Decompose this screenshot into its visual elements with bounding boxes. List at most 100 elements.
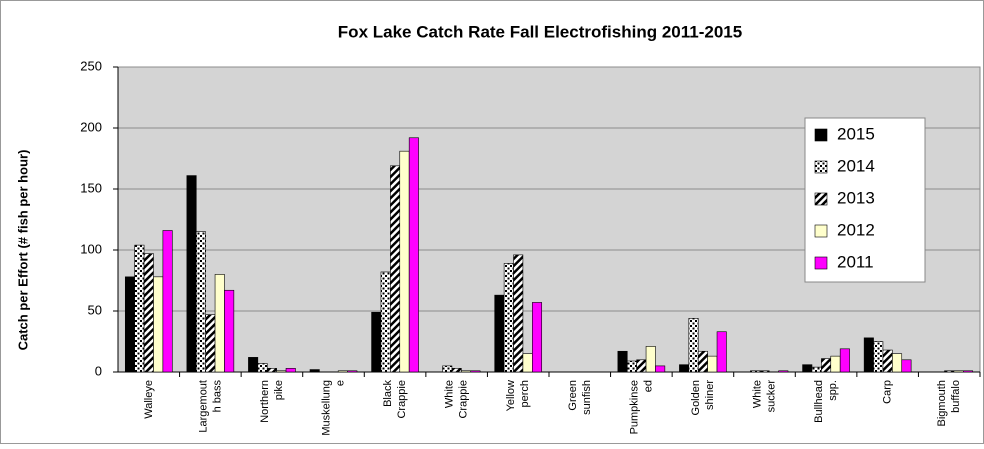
x-tick-label-line: Crappie: [458, 380, 470, 419]
x-tick-label-line: Green: [567, 380, 579, 411]
bar: [309, 369, 320, 373]
x-tick-label-line: buffalo: [950, 380, 962, 413]
x-tick-label-line: Carp: [882, 380, 894, 404]
bar: [380, 271, 391, 373]
x-tick-label: White sucker: [751, 380, 777, 413]
bar: [134, 244, 145, 373]
bar: [882, 349, 893, 373]
bar: [371, 311, 382, 373]
bar: [778, 370, 789, 373]
legend-label: 2012: [837, 220, 875, 239]
bar: [617, 350, 628, 373]
bar: [821, 358, 832, 373]
legend-swatch: [814, 192, 828, 206]
x-tick-label-line: White: [444, 380, 456, 408]
x-tick-label-line: Yellow: [505, 380, 517, 411]
bar: [494, 294, 505, 373]
x-tick-label: White Crappie: [444, 380, 470, 419]
y-tick-label: 200: [80, 119, 102, 134]
legend-label: 2011: [837, 252, 874, 271]
x-tick-label-line: e: [334, 380, 346, 386]
bar: [124, 276, 135, 373]
bar: [645, 346, 656, 373]
x-tick-label: Walleye: [143, 380, 155, 419]
x-tick-label-line: perch: [519, 380, 531, 408]
bar: [522, 353, 533, 373]
bar: [963, 370, 974, 373]
bar: [470, 370, 481, 373]
bar: [716, 331, 727, 373]
x-tick-label: Carp: [882, 380, 894, 404]
x-tick-label-line: Muskellung: [320, 380, 332, 436]
bar: [461, 370, 472, 373]
x-tick-label-line: Bigmouth: [936, 380, 948, 426]
bar: [839, 348, 850, 373]
x-tick-label: Green sunfish: [567, 380, 593, 415]
bar: [626, 360, 637, 373]
bar: [759, 370, 770, 373]
x-tick-label-line: sunfish: [581, 380, 593, 415]
legend-swatch: [814, 128, 828, 142]
bar: [143, 253, 154, 373]
bar: [892, 353, 903, 373]
x-tick-label-line: shiner: [704, 380, 716, 410]
bar: [195, 231, 206, 373]
bar: [162, 230, 173, 373]
x-tick-label: Northern pike: [259, 380, 285, 423]
legend-swatch: [814, 224, 828, 238]
bar: [532, 302, 543, 373]
x-tick-label: Bullhead spp.: [813, 380, 839, 423]
x-tick-label-line: spp.: [827, 380, 839, 401]
bar: [248, 357, 259, 373]
bar: [863, 337, 874, 373]
bar: [513, 254, 524, 373]
bar: [802, 364, 813, 373]
bar: [679, 364, 690, 373]
bar: [153, 276, 164, 373]
y-tick-label: 50: [88, 302, 102, 317]
bar: [697, 350, 708, 373]
bar: [707, 355, 718, 373]
bar: [285, 368, 296, 373]
bar: [214, 274, 225, 373]
bar: [636, 359, 647, 373]
chart-title: Fox Lake Catch Rate Fall Electrofishing …: [338, 22, 742, 41]
x-tick-label: Bigmouth buffalo: [936, 380, 962, 426]
bar: [873, 341, 884, 373]
bar: [451, 368, 462, 373]
bar: [347, 370, 358, 373]
x-tick-label: Black Crappie: [382, 380, 408, 419]
bar: [503, 263, 514, 373]
x-tick-label: Golden shiner: [690, 380, 716, 416]
bar: [750, 370, 761, 373]
x-tick-label-line: Crappie: [396, 380, 408, 419]
bar: [408, 137, 419, 373]
bar: [901, 359, 912, 373]
bar: [186, 175, 197, 373]
bar: [399, 150, 410, 373]
bar: [655, 365, 666, 373]
x-tick-label-line: sucker: [765, 380, 777, 413]
x-tick-label: Largemout h bass: [197, 380, 223, 433]
y-tick-label: 250: [80, 58, 102, 73]
bar: [811, 366, 822, 373]
legend-label: 2014: [837, 156, 875, 175]
legend-label: 2013: [837, 188, 875, 207]
bar: [257, 363, 268, 373]
bar: [276, 370, 287, 373]
x-tick-label-line: White: [751, 380, 763, 408]
x-tick-label: Pumpkinse ed: [628, 380, 654, 434]
x-tick-label-line: h bass: [211, 380, 223, 413]
y-tick-label: 0: [95, 363, 102, 378]
y-axis-label: Catch per Effort (# fish per hour): [15, 150, 30, 351]
legend-label: 2015: [837, 124, 875, 143]
bar: [205, 314, 216, 373]
bar: [830, 355, 841, 373]
x-tick-label: Muskellung e: [320, 380, 346, 436]
bar: [337, 370, 348, 373]
bar: [688, 318, 699, 373]
x-tick-label-line: Black: [382, 380, 394, 407]
x-tick-label-line: Largemout: [197, 380, 209, 433]
bar: [266, 368, 277, 373]
